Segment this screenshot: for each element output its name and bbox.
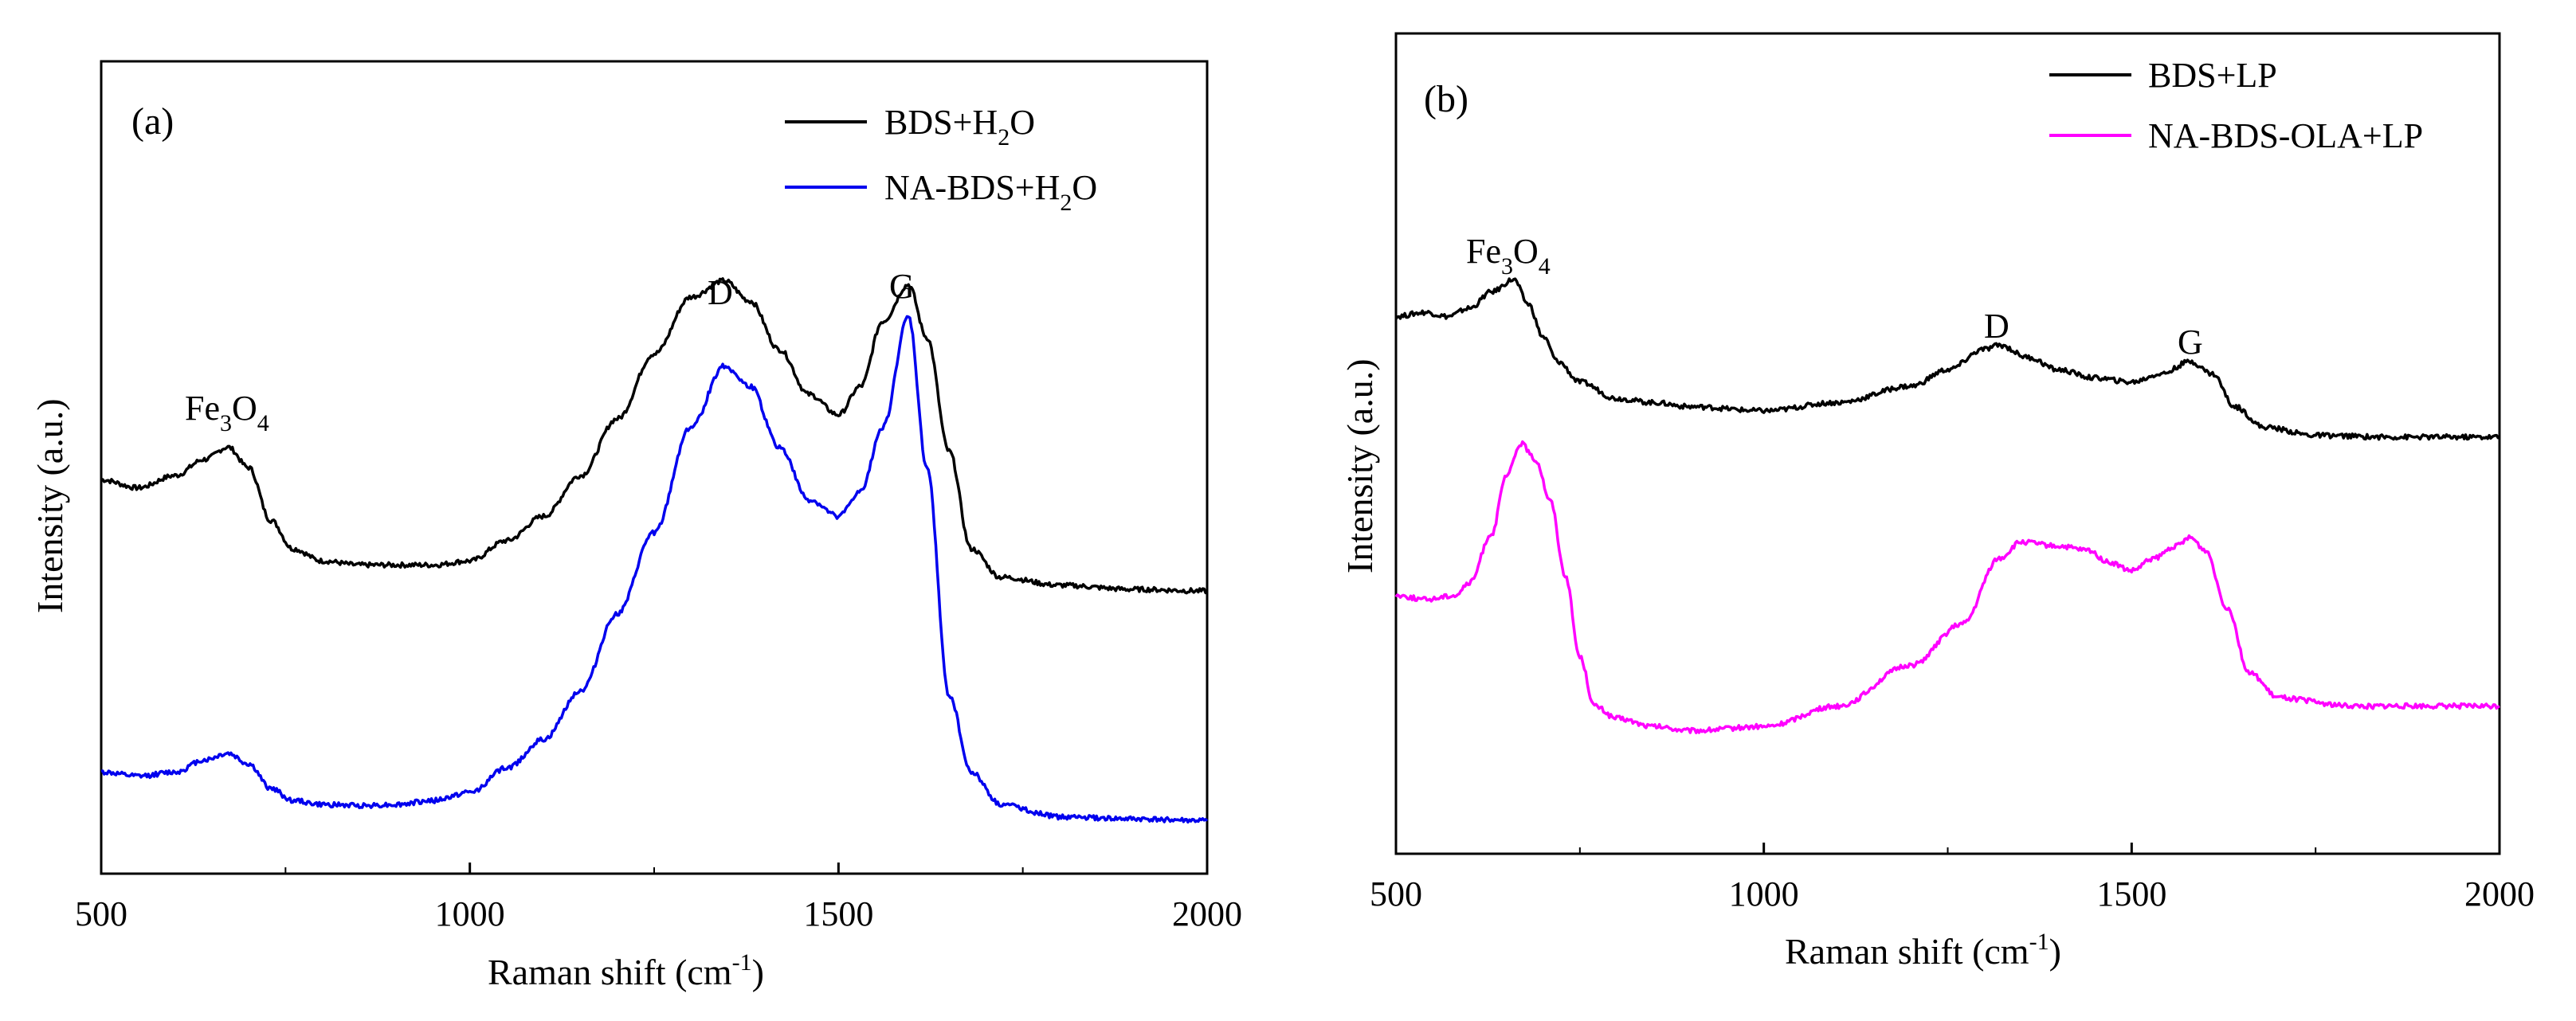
panel-a-label: (a) <box>131 100 174 143</box>
panel-b-plot-frame <box>1394 32 2501 855</box>
panel-b-x-axis: 500 1000 1500 2000 <box>1370 843 2535 913</box>
x-tick-label-1000: 1000 <box>435 894 505 933</box>
legend-a-label-na-bds-h2o: NA-BDS+H2O <box>884 168 1097 216</box>
series-na-bds-h2o <box>100 315 1209 824</box>
legend-b-label-bds-lp: BDS+LP <box>2148 56 2277 95</box>
series-bds-lp <box>1394 277 2500 441</box>
x-tick-label-1500: 1500 <box>2096 874 2166 913</box>
panel-b-x-axis-title: Raman shift (cm-1) <box>1785 929 2061 972</box>
panel-b-peak-g: G <box>2178 323 2203 362</box>
x-tick-label-2000: 2000 <box>2464 874 2535 913</box>
panel-a-x-axis: 500 1000 1500 2000 <box>75 863 1242 933</box>
panel-b-y-axis-title: Intensity (a.u.) <box>1339 358 1380 573</box>
panel-b-legend: BDS+LP NA-BDS-OLA+LP <box>2049 56 2423 155</box>
legend-a-label-bds-h2o: BDS+H2O <box>884 103 1035 151</box>
panel-a: (a) BDS+H2O NA-BDS+H2O Fe3O4 D G 500 1000… <box>29 60 1242 992</box>
panel-a-peak-fe3o4: Fe3O4 <box>185 389 269 436</box>
panel-b: (b) BDS+LP NA-BDS-OLA+LP Fe3O4 D G 500 10… <box>1339 32 2535 972</box>
panel-a-legend: BDS+H2O NA-BDS+H2O <box>785 103 1097 216</box>
panel-b-label: (b) <box>1424 78 1468 120</box>
panel-b-peak-fe3o4: Fe3O4 <box>1466 232 1551 280</box>
panel-a-y-axis-title: Intensity (a.u.) <box>29 398 70 613</box>
x-tick-label-2000: 2000 <box>1172 894 1242 933</box>
series-bds-h2o <box>100 277 1209 595</box>
legend-b-label-na-bds-ola-lp: NA-BDS-OLA+LP <box>2148 116 2423 155</box>
x-tick-label-1500: 1500 <box>803 894 873 933</box>
x-tick-label-500: 500 <box>75 894 127 933</box>
x-tick-label-1000: 1000 <box>1729 874 1799 913</box>
x-tick-label-500: 500 <box>1370 874 1422 913</box>
series-na-bds-ola-lp <box>1394 440 2500 734</box>
panel-a-x-axis-title: Raman shift (cm-1) <box>488 949 764 992</box>
panel-b-peak-d: D <box>1984 307 2009 346</box>
